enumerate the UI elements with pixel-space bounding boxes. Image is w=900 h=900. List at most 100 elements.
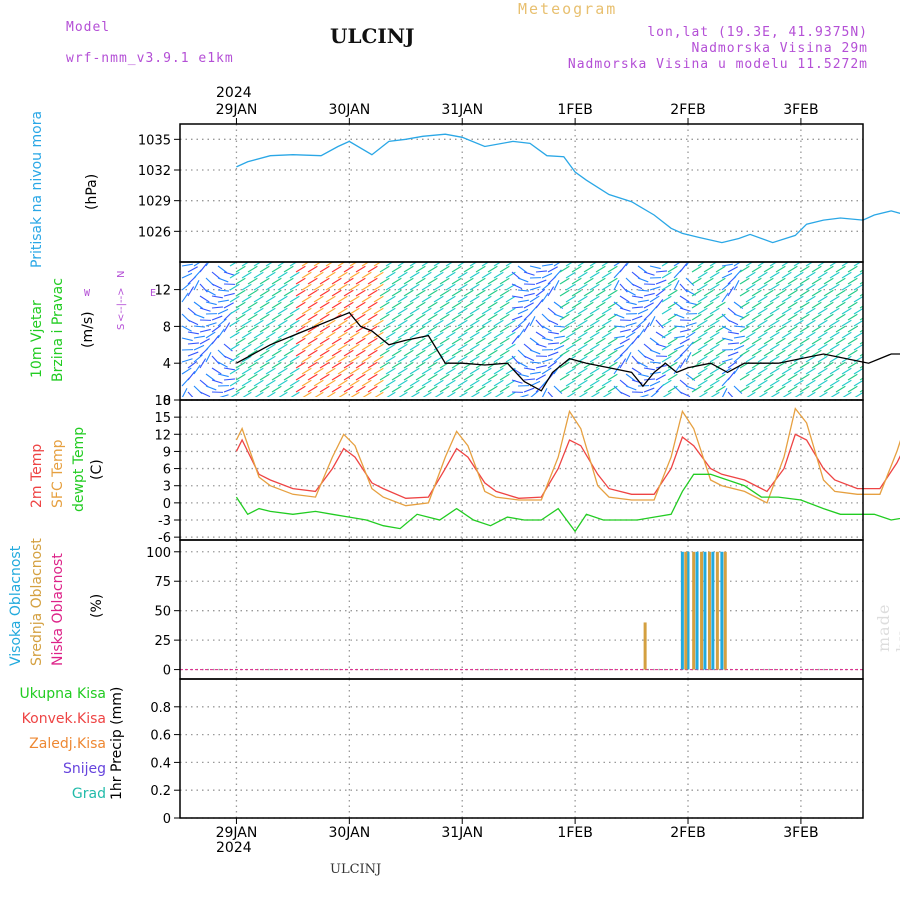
wind-barb xyxy=(842,391,852,397)
wind-barb xyxy=(601,271,612,279)
wind-barb xyxy=(739,337,750,345)
wind-barb xyxy=(277,307,288,315)
wind-barb xyxy=(427,289,438,297)
wind-barb xyxy=(655,299,664,309)
wind-barb xyxy=(451,349,462,357)
wind-barb xyxy=(859,293,863,297)
wind-barb xyxy=(511,379,523,384)
wind-barb xyxy=(643,367,655,371)
wind-barb xyxy=(403,289,414,297)
wind-barb xyxy=(829,379,840,387)
wind-barb xyxy=(847,361,858,369)
wind-barb xyxy=(235,277,246,285)
precip-legend-ukupna: Ukupna Kisa xyxy=(19,686,106,702)
wind-barb xyxy=(469,379,480,387)
wind-barb xyxy=(373,283,384,291)
wind-barb xyxy=(253,283,264,291)
wind-barb xyxy=(547,361,558,369)
wind-barb xyxy=(595,373,606,381)
wind-barb xyxy=(775,277,786,285)
wind-barb xyxy=(445,295,456,303)
wind-barb xyxy=(703,349,714,357)
wind-barb xyxy=(829,319,840,327)
wind-barb xyxy=(745,262,754,267)
wind-barb xyxy=(451,337,462,345)
wind-barb xyxy=(637,373,649,378)
wind-barb xyxy=(434,391,444,397)
wind-barb xyxy=(295,277,306,285)
wind-barb xyxy=(523,302,534,309)
y-tick-label: 4 xyxy=(163,357,171,372)
wind-barb xyxy=(481,262,490,267)
wind-barb xyxy=(181,325,192,332)
precip-legend-konvek: Konvek.Kisa xyxy=(21,711,106,727)
wind-barb xyxy=(415,349,426,357)
wind-barb xyxy=(199,307,211,312)
wind-barb xyxy=(559,373,570,381)
wind-barb xyxy=(241,283,252,291)
y-tick-label: 1029 xyxy=(138,195,171,210)
wind-barb xyxy=(307,373,318,381)
wind-barb xyxy=(499,277,510,285)
wind-barb xyxy=(403,301,414,309)
wind-barb xyxy=(193,262,202,267)
wind-barb xyxy=(661,319,672,327)
wind-barb xyxy=(385,367,396,375)
wind-barb xyxy=(331,325,342,333)
wind-barb xyxy=(427,349,438,357)
wind-barb xyxy=(745,331,756,339)
wind-barb xyxy=(439,373,450,381)
wind-barb xyxy=(841,319,852,327)
wind-barb xyxy=(661,295,672,303)
wind-barb xyxy=(259,337,270,345)
wind-barb xyxy=(571,349,582,357)
wind-barb xyxy=(439,325,450,333)
wind-barb xyxy=(493,343,504,351)
wind-barb xyxy=(343,349,354,357)
wind-barb xyxy=(337,295,348,303)
wind-barb xyxy=(775,313,786,321)
wind-barb xyxy=(433,319,444,327)
wind-barb xyxy=(619,307,631,312)
wind-barb xyxy=(385,319,396,327)
wind-barb xyxy=(679,307,691,312)
wind-barb xyxy=(289,295,300,303)
panel-frames xyxy=(174,118,864,824)
wind-barb xyxy=(199,328,211,333)
wind-barb xyxy=(757,295,768,303)
wind-barb xyxy=(661,343,672,351)
wind-barb xyxy=(283,361,294,369)
wind-barb xyxy=(415,385,426,393)
wind-barb xyxy=(319,349,330,357)
wind-barb xyxy=(265,319,276,327)
wind-barb xyxy=(463,385,474,393)
wind-barb xyxy=(739,277,750,285)
wind-barb xyxy=(421,295,432,303)
wind-barb xyxy=(283,385,294,393)
cloud-bar xyxy=(686,551,690,670)
wind-barb xyxy=(511,355,520,365)
wind-barb xyxy=(607,265,618,273)
wind-barb xyxy=(769,367,780,375)
wind-barb xyxy=(397,283,408,291)
wind-barb xyxy=(751,289,762,297)
cloud-bar xyxy=(643,622,647,670)
wind-barb xyxy=(829,331,840,339)
wind-barb xyxy=(697,319,708,327)
wind-barb xyxy=(691,313,702,321)
wind-barb xyxy=(745,343,756,351)
wind-barb xyxy=(511,306,523,309)
y-tick-label: -6 xyxy=(158,531,171,546)
x-tick-label-bottom: 2FEB xyxy=(670,825,705,841)
wind-barb xyxy=(589,343,600,351)
wind-barb xyxy=(367,385,378,393)
wind-barb xyxy=(709,343,720,351)
cloud-bar xyxy=(715,551,719,670)
wind-barb xyxy=(433,343,444,351)
wind-barb xyxy=(385,331,396,339)
wind-barb xyxy=(817,343,828,351)
wind-barb xyxy=(493,379,504,387)
wind-barb xyxy=(727,266,738,273)
wind-barb xyxy=(331,349,342,357)
wind-barb xyxy=(187,286,195,297)
